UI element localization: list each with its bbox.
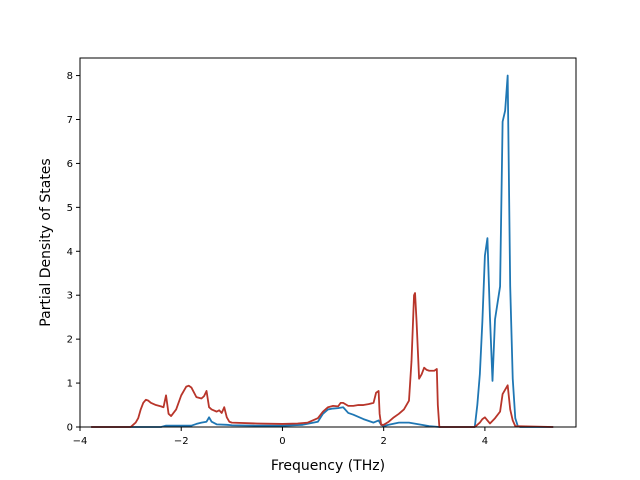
y-tick-label: 1 xyxy=(67,379,73,390)
y-tick-label: 5 xyxy=(67,203,73,214)
series-line-2 xyxy=(91,292,554,428)
y-tick-label: 3 xyxy=(67,291,73,302)
x-tick-label: −2 xyxy=(174,436,189,447)
y-tick-label: 8 xyxy=(67,71,73,82)
x-axis-ticks: −4 −2 0 2 4 xyxy=(73,427,488,447)
y-tick-label: 0 xyxy=(67,423,73,434)
series-line-1 xyxy=(91,74,554,428)
y-tick-label: 2 xyxy=(67,335,73,346)
x-axis-label: Frequency (THz) xyxy=(271,458,385,474)
x-tick-label: 2 xyxy=(380,436,386,447)
x-tick-label: 0 xyxy=(279,436,285,447)
x-tick-label: −4 xyxy=(73,436,88,447)
y-axis-ticks: 0 1 2 3 4 5 6 7 8 xyxy=(67,71,80,434)
y-tick-label: 4 xyxy=(67,247,73,258)
y-tick-label: 6 xyxy=(67,159,73,170)
y-tick-label: 7 xyxy=(67,115,73,126)
plot-frame xyxy=(79,57,577,428)
series-layer xyxy=(91,74,554,428)
y-axis-label: Partial Density of States xyxy=(38,158,54,326)
x-tick-label: 4 xyxy=(482,436,488,447)
